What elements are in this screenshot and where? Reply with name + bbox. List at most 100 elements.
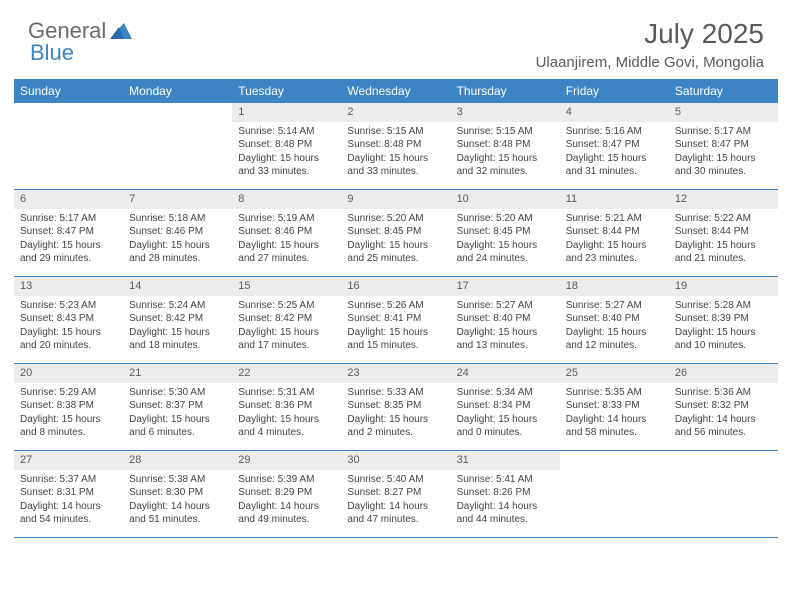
daylight-text: Daylight: 15 hours — [238, 239, 335, 253]
daylight-text: Daylight: 15 hours — [129, 239, 226, 253]
day-details: Sunrise: 5:20 AMSunset: 8:45 PMDaylight:… — [341, 209, 450, 270]
sunset-text: Sunset: 8:45 PM — [347, 225, 444, 239]
sunrise-text: Sunrise: 5:35 AM — [566, 386, 663, 400]
daylight-text: Daylight: 14 hours — [347, 500, 444, 514]
sunrise-text: Sunrise: 5:37 AM — [20, 473, 117, 487]
day-number: 14 — [123, 277, 232, 296]
day-details: Sunrise: 5:24 AMSunset: 8:42 PMDaylight:… — [123, 296, 232, 357]
day-number: 1 — [232, 103, 341, 122]
week-row: 27Sunrise: 5:37 AMSunset: 8:31 PMDayligh… — [14, 451, 778, 538]
daylight-text: Daylight: 15 hours — [20, 239, 117, 253]
day-cell: 10Sunrise: 5:20 AMSunset: 8:45 PMDayligh… — [451, 190, 560, 276]
day-cell: 9Sunrise: 5:20 AMSunset: 8:45 PMDaylight… — [341, 190, 450, 276]
weekday-header: Monday — [123, 79, 232, 103]
daylight-text: Daylight: 15 hours — [347, 326, 444, 340]
daylight-text: Daylight: 14 hours — [675, 413, 772, 427]
daylight-text: Daylight: 15 hours — [457, 239, 554, 253]
day-details: Sunrise: 5:21 AMSunset: 8:44 PMDaylight:… — [560, 209, 669, 270]
daylight-text: and 44 minutes. — [457, 513, 554, 527]
day-number: 21 — [123, 364, 232, 383]
daylight-text: Daylight: 15 hours — [238, 152, 335, 166]
daylight-text: Daylight: 15 hours — [566, 326, 663, 340]
daylight-text: Daylight: 15 hours — [238, 326, 335, 340]
daylight-text: Daylight: 15 hours — [347, 239, 444, 253]
sunrise-text: Sunrise: 5:30 AM — [129, 386, 226, 400]
day-cell: 18Sunrise: 5:27 AMSunset: 8:40 PMDayligh… — [560, 277, 669, 363]
day-cell: 13Sunrise: 5:23 AMSunset: 8:43 PMDayligh… — [14, 277, 123, 363]
day-cell: 19Sunrise: 5:28 AMSunset: 8:39 PMDayligh… — [669, 277, 778, 363]
day-cell: 11Sunrise: 5:21 AMSunset: 8:44 PMDayligh… — [560, 190, 669, 276]
day-number: 20 — [14, 364, 123, 383]
day-cell: 20Sunrise: 5:29 AMSunset: 8:38 PMDayligh… — [14, 364, 123, 450]
sunrise-text: Sunrise: 5:33 AM — [347, 386, 444, 400]
daylight-text: Daylight: 15 hours — [457, 413, 554, 427]
daylight-text: and 33 minutes. — [347, 165, 444, 179]
daylight-text: Daylight: 14 hours — [238, 500, 335, 514]
daylight-text: and 18 minutes. — [129, 339, 226, 353]
sunset-text: Sunset: 8:30 PM — [129, 486, 226, 500]
daylight-text: Daylight: 15 hours — [566, 239, 663, 253]
sunrise-text: Sunrise: 5:15 AM — [457, 125, 554, 139]
sunset-text: Sunset: 8:42 PM — [238, 312, 335, 326]
sunset-text: Sunset: 8:38 PM — [20, 399, 117, 413]
daylight-text: Daylight: 14 hours — [129, 500, 226, 514]
day-number: 11 — [560, 190, 669, 209]
day-details: Sunrise: 5:25 AMSunset: 8:42 PMDaylight:… — [232, 296, 341, 357]
month-title: July 2025 — [536, 18, 764, 50]
sunset-text: Sunset: 8:46 PM — [238, 225, 335, 239]
day-number: 16 — [341, 277, 450, 296]
day-cell: 15Sunrise: 5:25 AMSunset: 8:42 PMDayligh… — [232, 277, 341, 363]
daylight-text: and 28 minutes. — [129, 252, 226, 266]
sunset-text: Sunset: 8:35 PM — [347, 399, 444, 413]
day-cell: 3Sunrise: 5:15 AMSunset: 8:48 PMDaylight… — [451, 103, 560, 189]
daylight-text: and 29 minutes. — [20, 252, 117, 266]
day-details: Sunrise: 5:19 AMSunset: 8:46 PMDaylight:… — [232, 209, 341, 270]
sunrise-text: Sunrise: 5:19 AM — [238, 212, 335, 226]
sunset-text: Sunset: 8:46 PM — [129, 225, 226, 239]
daylight-text: and 0 minutes. — [457, 426, 554, 440]
day-number: 5 — [669, 103, 778, 122]
day-cell: 7Sunrise: 5:18 AMSunset: 8:46 PMDaylight… — [123, 190, 232, 276]
sunrise-text: Sunrise: 5:36 AM — [675, 386, 772, 400]
day-cell: 23Sunrise: 5:33 AMSunset: 8:35 PMDayligh… — [341, 364, 450, 450]
day-details: Sunrise: 5:17 AMSunset: 8:47 PMDaylight:… — [669, 122, 778, 183]
day-cell: 16Sunrise: 5:26 AMSunset: 8:41 PMDayligh… — [341, 277, 450, 363]
sunrise-text: Sunrise: 5:22 AM — [675, 212, 772, 226]
daylight-text: and 21 minutes. — [675, 252, 772, 266]
daylight-text: and 47 minutes. — [347, 513, 444, 527]
sunrise-text: Sunrise: 5:34 AM — [457, 386, 554, 400]
daylight-text: and 31 minutes. — [566, 165, 663, 179]
daylight-text: Daylight: 15 hours — [20, 413, 117, 427]
daylight-text: and 13 minutes. — [457, 339, 554, 353]
day-number: 26 — [669, 364, 778, 383]
sunrise-text: Sunrise: 5:15 AM — [347, 125, 444, 139]
day-cell: 17Sunrise: 5:27 AMSunset: 8:40 PMDayligh… — [451, 277, 560, 363]
day-details: Sunrise: 5:40 AMSunset: 8:27 PMDaylight:… — [341, 470, 450, 531]
day-number: 28 — [123, 451, 232, 470]
day-details: Sunrise: 5:37 AMSunset: 8:31 PMDaylight:… — [14, 470, 123, 531]
daylight-text: and 12 minutes. — [566, 339, 663, 353]
empty-cell — [14, 103, 123, 189]
day-number: 27 — [14, 451, 123, 470]
week-row: 20Sunrise: 5:29 AMSunset: 8:38 PMDayligh… — [14, 364, 778, 451]
day-details: Sunrise: 5:38 AMSunset: 8:30 PMDaylight:… — [123, 470, 232, 531]
day-cell: 30Sunrise: 5:40 AMSunset: 8:27 PMDayligh… — [341, 451, 450, 537]
week-row: 1Sunrise: 5:14 AMSunset: 8:48 PMDaylight… — [14, 103, 778, 190]
day-details: Sunrise: 5:31 AMSunset: 8:36 PMDaylight:… — [232, 383, 341, 444]
daylight-text: Daylight: 14 hours — [20, 500, 117, 514]
sunrise-text: Sunrise: 5:14 AM — [238, 125, 335, 139]
day-number: 17 — [451, 277, 560, 296]
daylight-text: and 24 minutes. — [457, 252, 554, 266]
day-number: 6 — [14, 190, 123, 209]
sunset-text: Sunset: 8:40 PM — [457, 312, 554, 326]
daylight-text: and 56 minutes. — [675, 426, 772, 440]
day-number: 13 — [14, 277, 123, 296]
day-details: Sunrise: 5:41 AMSunset: 8:26 PMDaylight:… — [451, 470, 560, 531]
daylight-text: and 58 minutes. — [566, 426, 663, 440]
day-number: 23 — [341, 364, 450, 383]
day-details: Sunrise: 5:29 AMSunset: 8:38 PMDaylight:… — [14, 383, 123, 444]
day-details: Sunrise: 5:17 AMSunset: 8:47 PMDaylight:… — [14, 209, 123, 270]
weekday-header-row: SundayMondayTuesdayWednesdayThursdayFrid… — [14, 79, 778, 103]
day-number: 31 — [451, 451, 560, 470]
empty-cell — [560, 451, 669, 537]
